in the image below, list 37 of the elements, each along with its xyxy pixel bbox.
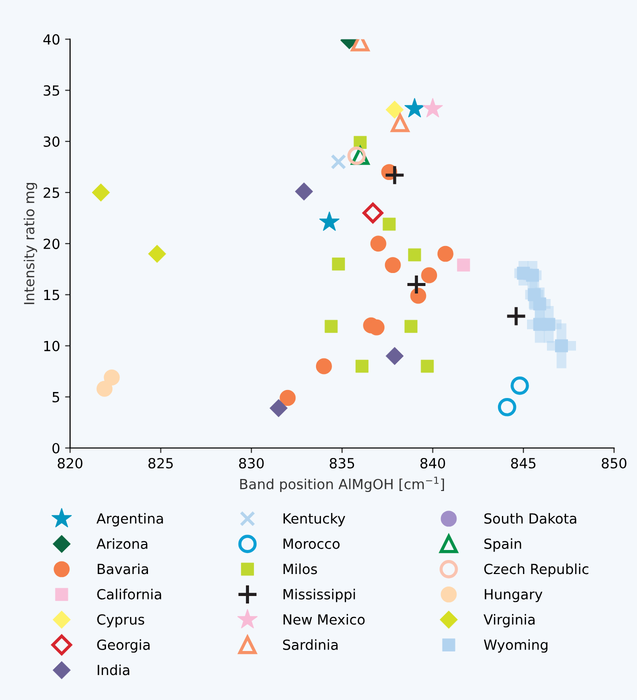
- x-tick-label: 840: [420, 458, 446, 468]
- legend-label: New Mexico: [284, 614, 365, 625]
- x-tick-label: 830: [239, 458, 264, 468]
- y-tick-label: 35: [44, 85, 60, 96]
- legend-label: Kentucky: [284, 513, 346, 526]
- legend-label: Morocco: [284, 538, 340, 549]
- y-tick-label: 10: [44, 340, 60, 352]
- x-axis-title: Band position AlMgOH [cm$^{−1}$]: [240, 476, 444, 492]
- y-tick-label: 30: [44, 136, 60, 147]
- y-tick-label: 5: [52, 392, 60, 402]
- legend-label: Georgia: [97, 639, 150, 653]
- x-tick-label: 820: [58, 458, 82, 468]
- legend-label: Bavaria: [98, 563, 148, 574]
- legend-label: Hungary: [484, 589, 542, 602]
- y-tick-label: 25: [44, 187, 60, 198]
- legend-label: Wyoming: [484, 639, 548, 653]
- y-axis-title: Intensity ratio mg: [24, 183, 38, 304]
- legend-label: Mississippi: [284, 588, 355, 602]
- y-tick-label: 0: [52, 442, 60, 454]
- legend-label: Cyprus: [97, 614, 144, 628]
- y-tick-label: 15: [44, 290, 60, 300]
- x-tick-label: 850: [602, 458, 626, 468]
- legend-label: India: [98, 664, 130, 676]
- y-tick-label: 20: [44, 238, 60, 250]
- legend-label: Sardinia: [283, 639, 338, 650]
- legend-label: California: [97, 588, 162, 600]
- legend-label: South Dakota: [484, 513, 576, 524]
- legend-label: Spain: [484, 538, 522, 552]
- x-tick-label: 845: [511, 458, 536, 468]
- legend-label: Arizona: [96, 538, 148, 549]
- x-tick-label: 825: [148, 458, 173, 468]
- legend-label: Argentina: [96, 513, 163, 526]
- legend-label: Virginia: [484, 614, 535, 628]
- y-tick-label: 40: [43, 34, 60, 45]
- x-tick-label: 835: [330, 458, 354, 468]
- legend-label: Czech Republic: [484, 563, 588, 577]
- legend-label: Milos: [284, 563, 317, 574]
